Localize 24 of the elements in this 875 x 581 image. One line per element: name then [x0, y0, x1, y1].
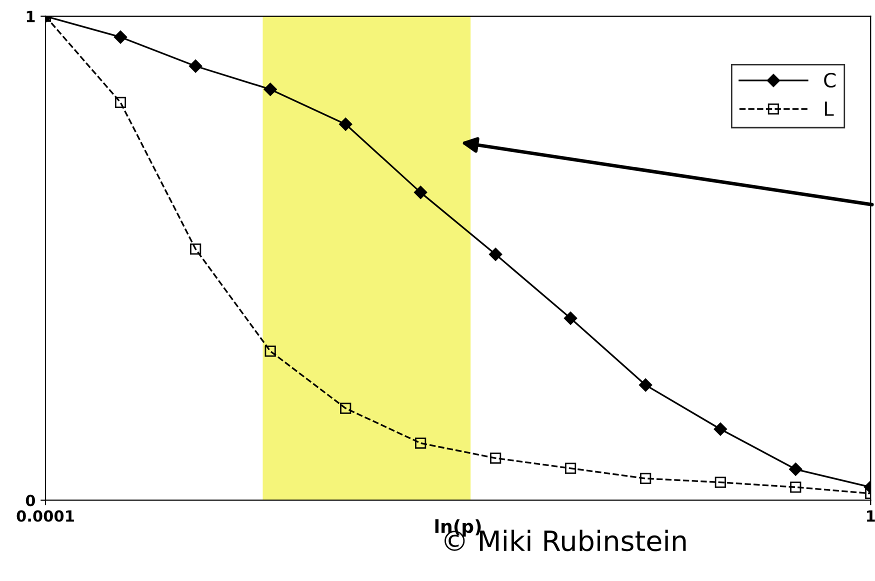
point [339, 118, 352, 131]
point [638, 378, 652, 392]
point [790, 482, 802, 493]
point [564, 312, 578, 325]
point [640, 472, 652, 484]
point [789, 462, 802, 476]
point [415, 438, 426, 449]
point [114, 30, 128, 44]
y-tick-label: 0 [26, 494, 36, 506]
x-tick-label: 0.0001 [16, 510, 74, 522]
legend-label: C [824, 72, 836, 88]
point [114, 96, 126, 108]
point [714, 476, 726, 488]
point [188, 60, 202, 73]
point [264, 346, 276, 357]
legend-label: L [824, 102, 834, 116]
point [564, 462, 576, 474]
point [190, 244, 202, 255]
point [490, 452, 502, 464]
point [414, 186, 428, 200]
point [340, 402, 352, 414]
point [488, 248, 502, 261]
point [714, 422, 728, 436]
point [264, 82, 277, 96]
